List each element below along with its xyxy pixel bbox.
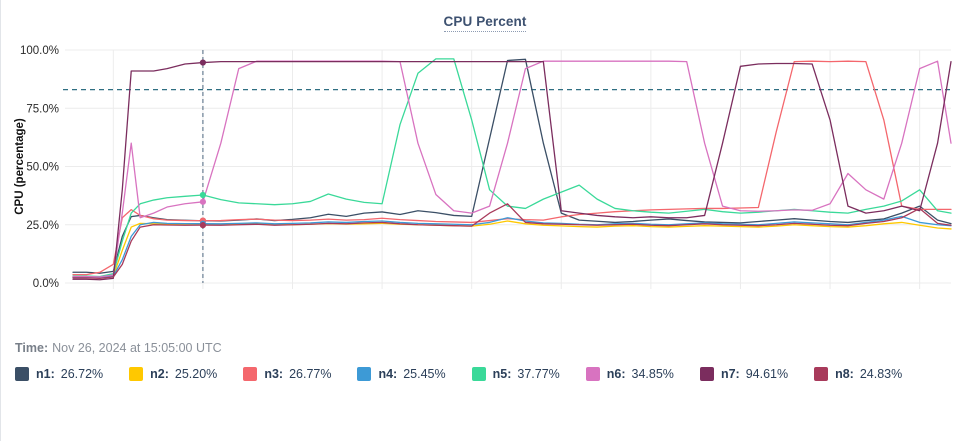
time-label: Time: (15, 341, 49, 355)
svg-text:25.0%: 25.0% (26, 220, 59, 232)
svg-text:75.0%: 75.0% (26, 103, 59, 115)
chart-title: CPU Percent (1, 14, 968, 32)
legend-item-n1[interactable]: n1: 26.72% (15, 367, 103, 381)
legend-item-n4[interactable]: n4: 25.45% (357, 367, 446, 381)
legend-item-n7[interactable]: n7: 94.61% (699, 367, 789, 381)
time-value: Nov 26, 2024 at 15:05:00 UTC (52, 341, 222, 355)
legend-series-value: 25.45% (403, 367, 446, 381)
tooltip-time-row: Time: Nov 26, 2024 at 15:05:00 UTC (15, 341, 222, 355)
legend-series-name: n7: (720, 367, 740, 381)
series-lines (72, 58, 952, 281)
legend-swatch-icon (699, 367, 714, 381)
legend-series-name: n3: (264, 367, 284, 381)
y-axis-title: CPU (percentage) (14, 118, 26, 215)
legend-series-value: 26.72% (60, 367, 104, 381)
legend-series-name: n6: (606, 367, 626, 381)
legend-series-name: n8: (835, 367, 854, 381)
legend-series-value: 25.20% (174, 367, 218, 381)
legend-series-name: n5: (492, 367, 512, 381)
svg-text:0.0%: 0.0% (33, 278, 59, 290)
legend-swatch-icon (471, 367, 486, 381)
legend-swatch-icon (585, 367, 600, 381)
legend-item-n3[interactable]: n3: 26.77% (243, 367, 331, 381)
legend-swatch-icon (243, 367, 258, 381)
svg-text:100.0%: 100.0% (20, 45, 59, 57)
chart-title-text: CPU Percent (443, 14, 527, 32)
grid-lines (65, 49, 951, 284)
svg-text:CPU (percentage): CPU (percentage) (14, 118, 26, 215)
cpu-line-chart[interactable]: 0.0%25.0%50.0%75.0%100.0% 15:0415:0515:0… (1, 40, 968, 290)
legend-item-n5[interactable]: n5: 37.77% (471, 367, 560, 381)
legend-series-name: n2: (150, 367, 169, 381)
legend-swatch-icon (814, 367, 829, 381)
legend-series-value: 26.77% (289, 367, 332, 381)
chart-plot-area[interactable]: 0.0%25.0%50.0%75.0%100.0% 15:0415:0515:0… (1, 40, 968, 290)
y-axis-tick-labels: 0.0% 25.0% 50.0% 75.0% 100.0% (20, 45, 59, 290)
legend-series-name: n1: (36, 367, 55, 381)
legend-swatch-icon (357, 367, 372, 381)
legend-series-value: 37.77% (517, 367, 560, 381)
legend-series-value: 94.61% (745, 367, 789, 381)
legend-item-n2[interactable]: n2: 25.20% (129, 367, 217, 381)
legend-series-value: 34.85% (631, 367, 674, 381)
legend-swatch-icon (15, 367, 29, 381)
svg-text:50.0%: 50.0% (26, 162, 59, 174)
legend-item-n8[interactable]: n8: 24.83% (814, 367, 902, 381)
legend-item-n6[interactable]: n6: 34.85% (585, 367, 674, 381)
series-legend: n1: 26.72% n2: 25.20% n3: 26.77% n4: 25.45% n5: 3… (15, 367, 955, 381)
legend-series-value: 24.83% (859, 367, 903, 381)
legend-series-name: n4: (378, 367, 398, 381)
cursor-crosshair (199, 50, 207, 283)
legend-swatch-icon (129, 367, 144, 381)
